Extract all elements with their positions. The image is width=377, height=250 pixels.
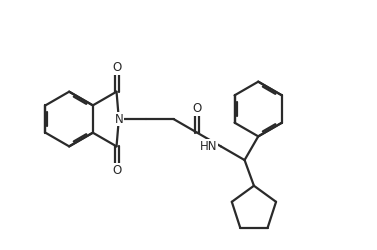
Text: N: N bbox=[115, 112, 124, 126]
Text: O: O bbox=[193, 102, 202, 115]
Text: O: O bbox=[112, 164, 121, 177]
Text: HN: HN bbox=[199, 140, 217, 153]
Text: O: O bbox=[112, 61, 121, 74]
